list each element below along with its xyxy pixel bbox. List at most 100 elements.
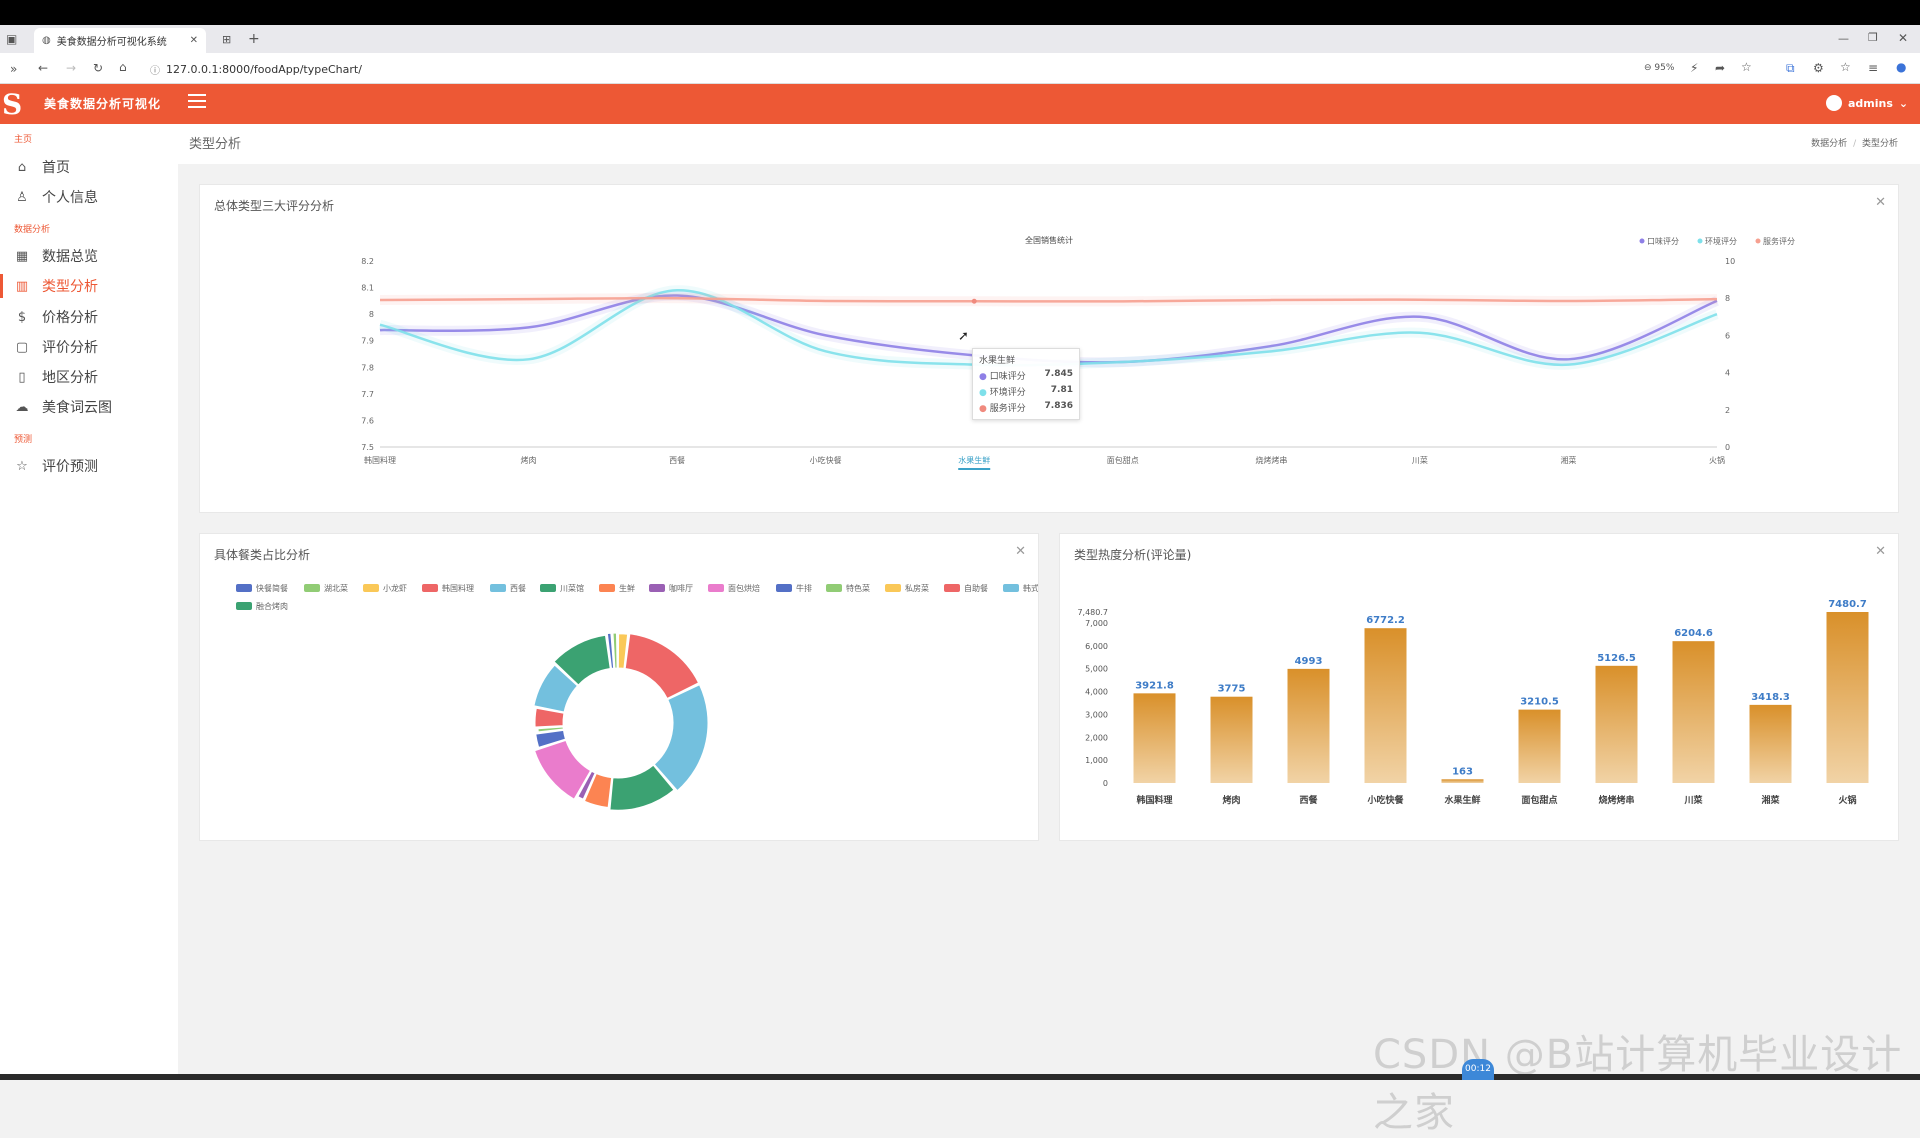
y-tick-label: 6,000 bbox=[1085, 642, 1108, 651]
share-icon[interactable]: ➦ bbox=[1715, 61, 1725, 75]
extensions-icon[interactable]: ⚙ bbox=[1813, 61, 1824, 75]
y-tick-label: 7.7 bbox=[361, 390, 374, 399]
window-close-icon[interactable]: ✕ bbox=[1898, 31, 1908, 45]
y2-tick-label: 6 bbox=[1725, 331, 1730, 340]
legend-dot-icon: ● bbox=[979, 404, 987, 414]
app-title: 美食数据分析可视化 bbox=[44, 95, 161, 112]
pie-chart-card: 具体餐类占比分析 ✕ 快餐简餐湖北菜小龙虾韩国料理西餐川菜馆生鲜咖啡厅面包烘焙牛… bbox=[199, 533, 1039, 841]
app-header bbox=[0, 84, 1920, 124]
chart-tooltip: 水果生鲜 ● 口味评分 7.845 ● 环境评分 7.81 ● 服务评分 7.8… bbox=[972, 348, 1080, 420]
bar-value-label: 3210.5 bbox=[1520, 697, 1559, 708]
y-tick-label: 7.9 bbox=[361, 337, 374, 346]
y2-tick-label: 10 bbox=[1725, 257, 1735, 266]
tab-group-icon[interactable]: ⊞ bbox=[222, 33, 231, 46]
y-tick-label: 8.1 bbox=[361, 284, 374, 293]
breadcrumb-item[interactable]: 数据分析 bbox=[1811, 139, 1847, 149]
sidebar-item-review-analysis[interactable]: ▢评价分析 bbox=[0, 332, 178, 362]
sidebar-item-label: 类型分析 bbox=[42, 276, 98, 296]
profile-icon[interactable]: ● bbox=[1896, 60, 1906, 74]
legend-swatch bbox=[304, 584, 320, 592]
legend-label: 服务评分 bbox=[1763, 236, 1795, 246]
y-tick-label: 8.2 bbox=[361, 257, 374, 266]
highlight-point bbox=[972, 299, 977, 304]
legend-label: 生鲜 bbox=[619, 583, 635, 593]
y2-tick-label: 4 bbox=[1725, 369, 1730, 378]
home-browser-icon[interactable]: ⌂ bbox=[119, 60, 127, 74]
lightning-icon[interactable]: ⚡ bbox=[1690, 61, 1698, 75]
y-tick-label: 2,000 bbox=[1085, 733, 1108, 742]
close-tab-icon[interactable]: ✕ bbox=[190, 35, 198, 46]
sidebar: 主页 ⌂首页 ♙个人信息 数据分析 ▦数据总览 ▥类型分析 $ 价格分析 ▢评价分… bbox=[0, 124, 178, 1080]
sidebar-item-price-analysis[interactable]: $ 价格分析 bbox=[0, 302, 178, 332]
zoom-icon: ⊖ bbox=[1644, 63, 1652, 73]
sidebar-item-home[interactable]: ⌂首页 bbox=[0, 152, 178, 182]
user-menu[interactable]: admins ⌄ bbox=[1826, 95, 1908, 111]
sidebar-toggle-icon[interactable]: ▣ bbox=[6, 32, 17, 46]
restore-icon[interactable]: ❐ bbox=[1868, 31, 1878, 44]
x-tick-label: 川菜 bbox=[1683, 794, 1703, 806]
legend-label: 口味评分 bbox=[1647, 236, 1679, 246]
chart-title: 全国销售统计 bbox=[1025, 235, 1073, 245]
sidebar-item-label: 价格分析 bbox=[42, 307, 98, 327]
star-icon: ☆ bbox=[14, 459, 30, 474]
legend-swatch bbox=[422, 584, 438, 592]
reload-icon[interactable]: ↻ bbox=[93, 61, 103, 75]
y-tick-label: 4,000 bbox=[1085, 688, 1108, 697]
x-tick-label: 烧烤烤串 bbox=[1598, 794, 1634, 806]
minimize-icon[interactable]: — bbox=[1838, 32, 1849, 45]
double-chevron-icon[interactable]: » bbox=[10, 62, 17, 76]
legend-swatch bbox=[490, 584, 506, 592]
legend-label: 西餐 bbox=[510, 584, 526, 593]
sidebar-item-type-analysis[interactable]: ▥类型分析 bbox=[0, 271, 178, 301]
url-text: 127.0.0.1:8000/foodApp/typeChart/ bbox=[166, 63, 362, 76]
sidebar-item-profile[interactable]: ♙个人信息 bbox=[0, 182, 178, 212]
legend-label: 牛排 bbox=[796, 583, 812, 593]
sidebar-item-overview[interactable]: ▦数据总览 bbox=[0, 241, 178, 271]
legend-swatch bbox=[885, 584, 901, 592]
x-tick-label: 小吃快餐 bbox=[810, 455, 842, 465]
new-tab-icon[interactable]: + bbox=[248, 31, 260, 47]
x-tick-label: 西餐 bbox=[669, 456, 685, 465]
top-black-bar bbox=[0, 0, 1920, 25]
y-tick-label: 7,480.7 bbox=[1077, 608, 1108, 617]
menu-icon[interactable]: ≡ bbox=[1868, 61, 1878, 75]
bar bbox=[1596, 666, 1638, 783]
forward-icon[interactable]: → bbox=[66, 61, 76, 75]
sidebar-item-review-prediction[interactable]: ☆评价预测 bbox=[0, 451, 178, 481]
bar bbox=[1673, 641, 1715, 783]
sidebar-section-home: 主页 bbox=[14, 132, 32, 145]
legend-label: 湖北菜 bbox=[324, 583, 348, 593]
legend-label: 融合烤肉 bbox=[256, 601, 288, 611]
bar-value-label: 4993 bbox=[1295, 656, 1323, 667]
x-tick-label: 面包甜点 bbox=[1107, 455, 1139, 465]
mouse-cursor-icon: ➚ bbox=[958, 329, 969, 344]
y-tick-label: 8 bbox=[369, 310, 374, 319]
zoom-indicator[interactable]: ⊖ 95% bbox=[1644, 63, 1674, 73]
globe-icon: ◍ bbox=[42, 35, 51, 46]
bar bbox=[1750, 705, 1792, 783]
favorite-star-icon[interactable]: ☆ bbox=[1741, 60, 1752, 74]
x-tick-label: 面包甜点 bbox=[1521, 794, 1557, 806]
chevron-down-icon: ⌄ bbox=[1899, 97, 1908, 110]
bar-chart: 01,0002,0003,0004,0005,0006,0007,0007,48… bbox=[1060, 534, 1898, 840]
sidebar-item-label: 评价分析 bbox=[42, 337, 98, 357]
url-field[interactable]: ⓘ 127.0.0.1:8000/foodApp/typeChart/ bbox=[146, 58, 1606, 80]
legend-swatch bbox=[363, 584, 379, 592]
browser-tab[interactable]: ◍ 美食数据分析可视化系统 ✕ bbox=[34, 28, 206, 53]
y2-tick-label: 0 bbox=[1725, 443, 1730, 452]
sidebar-item-wordcloud[interactable]: ☁美食词云图 bbox=[0, 392, 178, 422]
legend-dot-icon bbox=[1698, 239, 1703, 244]
back-icon[interactable]: ← bbox=[38, 61, 48, 75]
bar bbox=[1134, 693, 1176, 783]
bar bbox=[1442, 779, 1484, 783]
dollar-icon: $ bbox=[14, 310, 30, 325]
translate-icon[interactable]: ⧉ bbox=[1786, 61, 1795, 76]
hamburger-menu-icon[interactable] bbox=[188, 94, 206, 108]
sidebar-item-region-analysis[interactable]: ▯地区分析 bbox=[0, 362, 178, 392]
sidebar-section-predict: 预测 bbox=[14, 432, 32, 445]
y2-tick-label: 2 bbox=[1725, 406, 1730, 415]
sidebar-section-analysis: 数据分析 bbox=[14, 222, 50, 235]
legend-swatch bbox=[236, 584, 252, 592]
bookmarks-icon[interactable]: ☆ bbox=[1840, 60, 1851, 74]
